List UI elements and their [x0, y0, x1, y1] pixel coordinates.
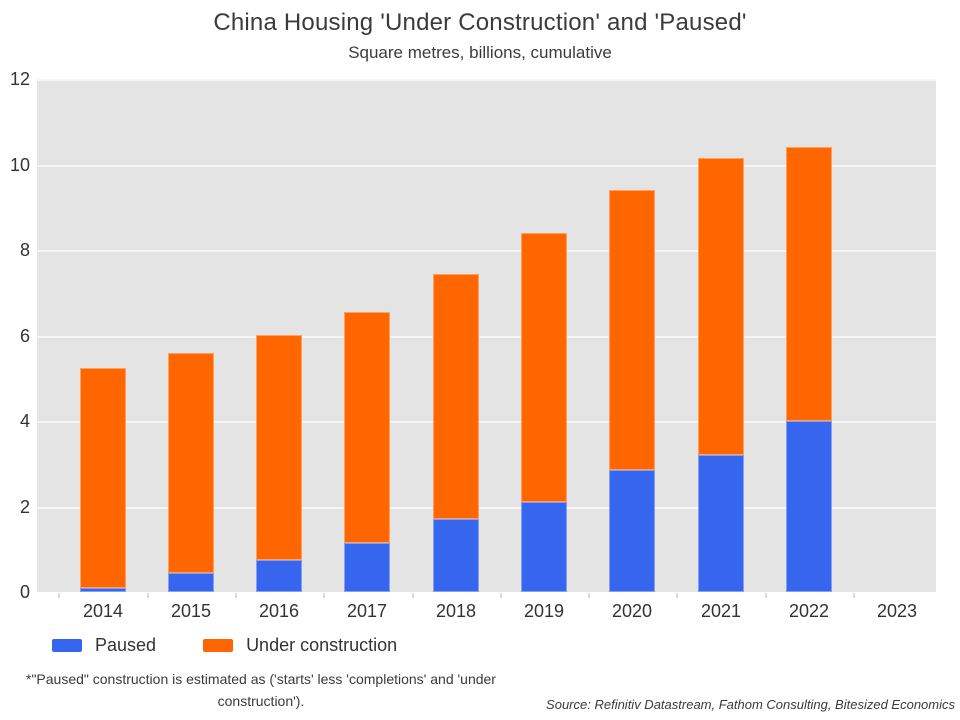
- x-axis-tick: [323, 593, 325, 598]
- x-tick-label-2020: 2020: [611, 601, 653, 621]
- gridline-12: [37, 79, 936, 81]
- gridline-10: [37, 165, 936, 167]
- legend-swatch-paused: [52, 638, 82, 652]
- legend: Paused Under construction: [52, 635, 397, 655]
- y-tick-label-8: 8: [19, 240, 30, 260]
- bar-paused-2015: [168, 573, 214, 592]
- x-tick-label-2019: 2019: [523, 601, 565, 621]
- bar-under-construction-2020: [609, 190, 655, 470]
- x-axis-tick: [500, 593, 502, 598]
- y-tick-label-12: 12: [9, 69, 30, 89]
- source-credit: Source: Refinitiv Datastream, Fathom Con…: [546, 697, 955, 712]
- y-tick-label-2: 2: [19, 497, 30, 517]
- bar-paused-2016: [256, 560, 302, 592]
- gridline-2: [37, 507, 936, 509]
- legend-item-paused: Paused: [52, 635, 156, 655]
- y-tick-label-6: 6: [19, 326, 30, 346]
- bar-paused-2021: [698, 455, 744, 592]
- x-axis-tick: [235, 593, 237, 598]
- chart-subtitle: Square metres, billions, cumulative: [348, 43, 612, 62]
- legend-label-paused: Paused: [95, 635, 157, 655]
- plot-area: [37, 79, 936, 598]
- x-tick-label-2018: 2018: [435, 601, 477, 621]
- bar-paused-2014: [80, 588, 126, 592]
- bar-under-construction-2017: [344, 312, 390, 543]
- y-tick-label-0: 0: [19, 582, 30, 602]
- x-axis-tick: [588, 593, 590, 598]
- x-axis-tick: [58, 593, 60, 598]
- x-axis-tick: [147, 593, 149, 598]
- footnote: *"Paused" construction is estimated as (…: [0, 668, 522, 712]
- x-axis-tick: [412, 593, 414, 598]
- x-tick-label-2023: 2023: [876, 601, 918, 621]
- bar-under-construction-2018: [433, 274, 479, 519]
- x-tick-label-2017: 2017: [346, 601, 388, 621]
- gridline-6: [37, 336, 936, 338]
- bar-paused-2017: [344, 543, 390, 592]
- x-axis-tick: [765, 593, 767, 598]
- x-tick-label-2014: 2014: [82, 601, 124, 621]
- x-tick-label-2016: 2016: [258, 601, 300, 621]
- bar-under-construction-2022: [786, 147, 832, 421]
- bar-paused-2018: [433, 519, 479, 592]
- x-tick-label-2015: 2015: [170, 601, 212, 621]
- footnote-line-2: construction').: [217, 693, 305, 709]
- y-tick-label-10: 10: [9, 155, 30, 175]
- legend-item-under-construction: Under construction: [203, 635, 397, 655]
- gridline-8: [37, 250, 936, 252]
- x-tick-label-2022: 2022: [788, 601, 830, 621]
- footnote-line-1: *"Paused" construction is estimated as (…: [26, 671, 496, 687]
- x-axis-tick: [676, 593, 678, 598]
- bar-paused-2020: [609, 470, 655, 592]
- bar-under-construction-2021: [698, 158, 744, 455]
- gridline-4: [37, 421, 936, 423]
- bar-under-construction-2019: [521, 233, 567, 502]
- bar-under-construction-2014: [80, 368, 126, 588]
- bar-under-construction-2015: [168, 353, 214, 573]
- x-axis-tick: [853, 593, 855, 598]
- bar-under-construction-2016: [256, 335, 302, 560]
- legend-label-under-construction: Under construction: [246, 635, 398, 655]
- chart-title: China Housing 'Under Construction' and '…: [213, 9, 747, 36]
- bar-paused-2022: [786, 421, 832, 592]
- x-tick-label-2021: 2021: [700, 601, 742, 621]
- legend-swatch-under-construction: [203, 638, 234, 652]
- bar-paused-2019: [521, 502, 567, 592]
- y-tick-label-4: 4: [19, 411, 30, 431]
